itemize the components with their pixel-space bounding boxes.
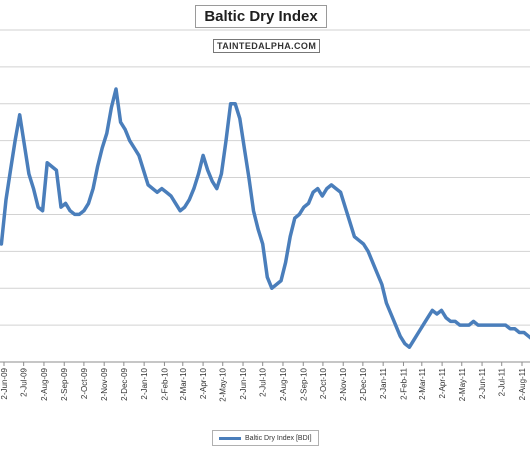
- x-tick-label: 2-Dec-10: [359, 367, 368, 400]
- x-tick-label: 2-Jun-11: [478, 367, 487, 399]
- chart-legend: Baltic Dry Index [BDI]: [212, 430, 319, 446]
- x-tick-label: 2-May-10: [219, 367, 228, 401]
- legend-label: Baltic Dry Index [BDI]: [245, 434, 312, 442]
- x-tick-label: 2-May-11: [458, 367, 467, 401]
- x-tick-label: 2-Mar-11: [418, 367, 427, 399]
- x-tick-label: 2-Oct-09: [80, 367, 89, 399]
- x-tick-label: 2-Feb-11: [399, 367, 408, 399]
- x-tick-label: 2-Jul-09: [20, 367, 29, 396]
- x-tick-label: 2-Jun-10: [239, 367, 248, 399]
- x-tick-label: 2-Jan-11: [379, 367, 388, 399]
- x-tick-label: 2-Nov-10: [339, 367, 348, 400]
- x-tick-label: 2-Jul-10: [259, 367, 268, 396]
- chart-title: Baltic Dry Index: [195, 5, 327, 28]
- x-tick-label: 2-Oct-10: [319, 367, 328, 399]
- watermark-logo: TAINTEDALPHA.COM: [213, 39, 321, 53]
- x-tick-label: 2-Nov-09: [100, 367, 109, 400]
- x-tick-label: 2-Aug-11: [518, 367, 527, 400]
- x-tick-label: 2-Feb-10: [160, 367, 169, 400]
- x-tick-label: 2-Dec-09: [120, 367, 129, 400]
- x-tick-label: 2-Aug-10: [279, 367, 288, 400]
- x-tick-label: 2-Aug-09: [40, 367, 49, 400]
- x-tick-label: 2-Sep-10: [299, 367, 308, 400]
- x-tick-label: 2-Apr-11: [438, 367, 447, 398]
- legend-swatch: [219, 436, 241, 440]
- x-tick-label: 2-Sep-09: [60, 367, 69, 400]
- x-tick-label: 2-Jan-10: [140, 367, 149, 399]
- series-line-bdi: [0, 87, 530, 349]
- x-tick-label: 2-Jun-09: [0, 367, 9, 399]
- x-tick-label: 2-Jul-11: [498, 367, 507, 396]
- x-tick-label: 2-Mar-10: [179, 367, 188, 400]
- x-tick-label: 2-Apr-10: [199, 367, 208, 399]
